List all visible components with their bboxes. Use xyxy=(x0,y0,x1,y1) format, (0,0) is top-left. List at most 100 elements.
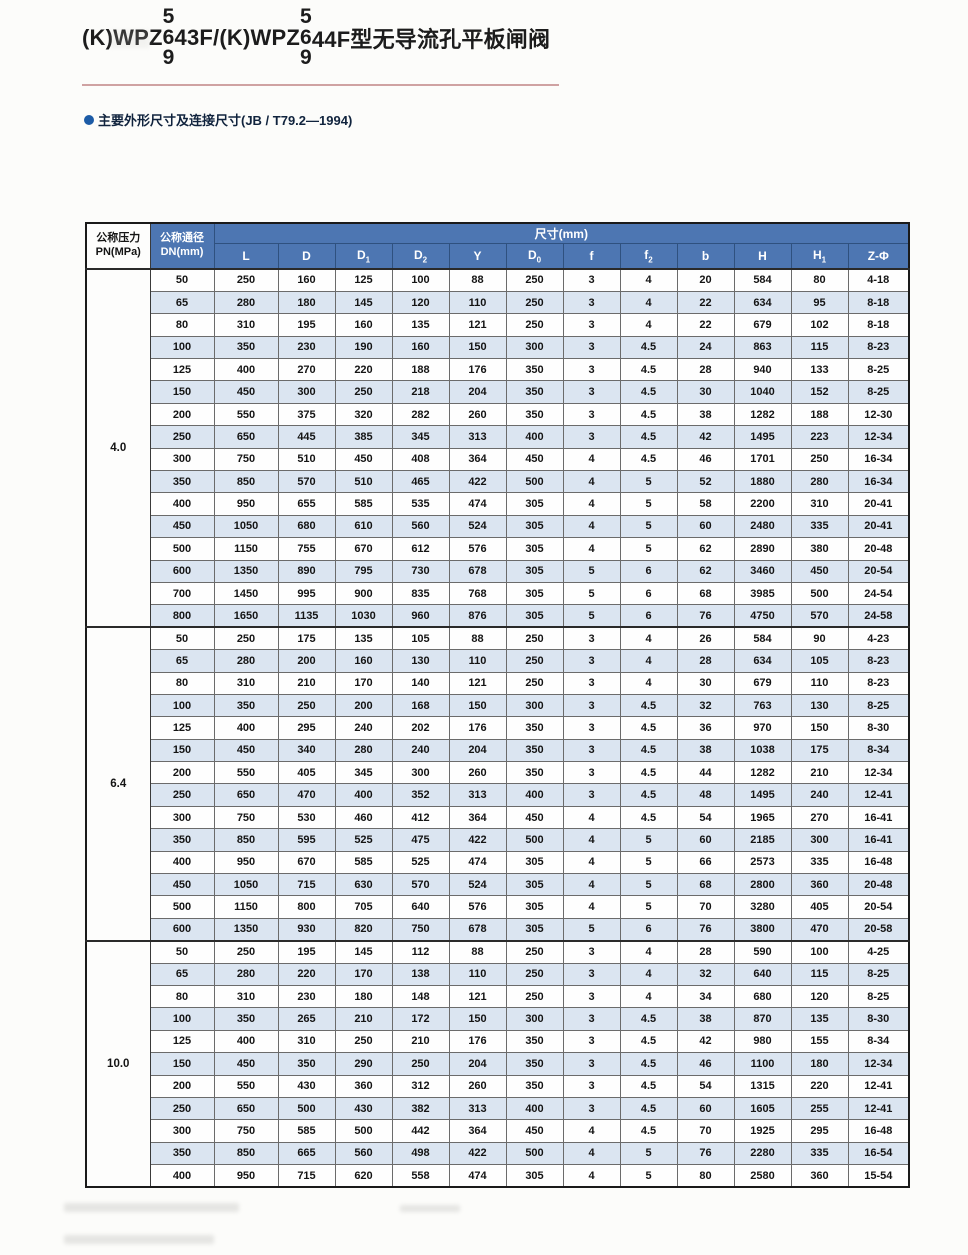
dim-cell: 475 xyxy=(391,828,450,852)
dim-cell: 3460 xyxy=(733,559,792,583)
dim-cell: 620 xyxy=(334,1164,393,1188)
dim-cell: 1030 xyxy=(334,604,393,628)
dim-cell: 12-30 xyxy=(847,402,910,427)
dim-cell: 1050 xyxy=(213,873,279,897)
scan-artifact xyxy=(64,1235,214,1244)
dn-cell: 500 xyxy=(149,537,215,561)
dim-cell: 20-48 xyxy=(847,537,910,561)
dim-cell: 755 xyxy=(277,537,336,561)
dim-cell: 76 xyxy=(676,917,735,942)
dim-cell: 850 xyxy=(213,828,279,852)
dim-cell: 800 xyxy=(277,895,336,919)
dim-cell: 5 xyxy=(619,1141,678,1166)
dim-cell: 650 xyxy=(213,783,279,807)
dim-cell: 4.5 xyxy=(619,447,678,472)
dim-cell: 5 xyxy=(619,537,678,561)
dim-cell: 22 xyxy=(676,313,735,337)
dim-cell: 995 xyxy=(277,581,336,606)
dim-cell: 3 xyxy=(562,1074,621,1098)
dim-cell: 670 xyxy=(277,850,336,875)
dim-cell: 250 xyxy=(505,962,564,987)
dim-cell: 105 xyxy=(790,649,849,673)
dim-cell: 5 xyxy=(619,470,678,494)
table-row: 800 1650 1135 1030 960 876 305 5 6 76 4750 570 24-58 xyxy=(86,604,910,628)
dim-cell: 4.5 xyxy=(619,716,678,740)
dim-cell: 305 xyxy=(505,604,564,628)
dim-cell: 590 xyxy=(733,939,792,964)
dim-cell: 4 xyxy=(562,537,621,561)
dim-cell: 4.5 xyxy=(619,783,678,807)
header-row-columns: L D D1 D2 Y D0 f f2 b H H1 Z-Φ xyxy=(86,242,910,270)
dim-cell: 280 xyxy=(213,962,279,987)
dim-cell: 4 xyxy=(619,649,678,673)
dim-cell: 2480 xyxy=(733,514,792,539)
dim-cell: 400 xyxy=(505,425,564,449)
dim-cell: 585 xyxy=(334,850,393,875)
dim-cell: 950 xyxy=(213,492,279,516)
dim-cell: 54 xyxy=(676,805,735,830)
dim-cell: 679 xyxy=(733,671,792,695)
dim-cell: 100 xyxy=(790,939,849,964)
dn-cell: 50 xyxy=(149,267,215,292)
dim-cell: 120 xyxy=(391,290,450,315)
dim-cell: 250 xyxy=(505,671,564,695)
dim-cell: 4 xyxy=(562,873,621,897)
dim-cell: 280 xyxy=(790,470,849,494)
dim-cell: 250 xyxy=(505,267,564,292)
table-row: 125 400 270 220 188 176 350 3 4.5 28 940 133 8-25 xyxy=(86,358,910,382)
dim-cell: 3 xyxy=(562,716,621,740)
dim-cell: 32 xyxy=(676,693,735,718)
dim-cell: 60 xyxy=(676,514,735,539)
dim-cell: 350 xyxy=(505,1052,564,1076)
dim-cell: 400 xyxy=(334,783,393,807)
dim-cell: 280 xyxy=(213,290,279,315)
dim-cell: 3 xyxy=(562,761,621,785)
title-part: 43F/(K)WPZ xyxy=(174,25,300,50)
dim-cell: 530 xyxy=(277,805,336,830)
dim-cell: 3 xyxy=(562,1007,621,1031)
column-header-h1: H1 xyxy=(790,242,849,270)
dim-cell: 4 xyxy=(562,1164,621,1188)
pn-group-cell: 10.0 xyxy=(85,939,151,1188)
dim-cell: 960 xyxy=(391,604,450,628)
dim-cell: 102 xyxy=(790,313,849,337)
dim-cell: 300 xyxy=(391,761,450,785)
dim-cell: 4 xyxy=(562,514,621,539)
dim-cell: 46 xyxy=(676,1052,735,1076)
dim-cell: 260 xyxy=(448,402,507,427)
dn-cell: 250 xyxy=(149,783,215,807)
dim-cell: 176 xyxy=(448,716,507,740)
dim-cell: 655 xyxy=(277,492,336,516)
dim-cell: 58 xyxy=(676,492,735,516)
dim-cell: 150 xyxy=(448,335,507,360)
dim-cell: 148 xyxy=(391,984,450,1009)
dim-cell: 202 xyxy=(391,716,450,740)
span-header-dimensions: 尺寸(mm) xyxy=(213,222,910,244)
section-heading: 主要外形尺寸及连接尺寸(JB / T79.2—1994) xyxy=(84,110,352,129)
dim-cell: 125 xyxy=(334,267,393,292)
dim-cell: 88 xyxy=(448,626,507,651)
dim-cell: 218 xyxy=(391,380,450,404)
dim-cell: 350 xyxy=(505,402,564,427)
dim-cell: 280 xyxy=(334,738,393,763)
dim-cell: 38 xyxy=(676,738,735,763)
dim-cell: 115 xyxy=(790,335,849,360)
dim-cell: 560 xyxy=(391,514,450,539)
table-row: 65 280 180 145 120 110 250 3 4 22 634 95 8-18 xyxy=(86,290,910,315)
dim-cell: 260 xyxy=(448,761,507,785)
dim-cell: 290 xyxy=(334,1052,393,1076)
dim-cell: 313 xyxy=(448,1096,507,1121)
dim-cell: 305 xyxy=(505,581,564,606)
dim-cell: 1040 xyxy=(733,380,792,404)
dim-cell: 6 xyxy=(619,559,678,583)
dim-cell: 510 xyxy=(334,470,393,494)
dim-cell: 364 xyxy=(448,1119,507,1143)
dim-cell: 876 xyxy=(448,604,507,628)
dim-cell: 900 xyxy=(334,581,393,606)
stack-mid-digit: 6 xyxy=(299,25,312,49)
dim-cell: 4 xyxy=(562,850,621,875)
stack-top-digit: 5 xyxy=(162,5,175,29)
dim-cell: 12-41 xyxy=(847,1074,910,1098)
dim-cell: 1880 xyxy=(733,470,792,494)
column-header-d1: D1 xyxy=(334,242,393,270)
